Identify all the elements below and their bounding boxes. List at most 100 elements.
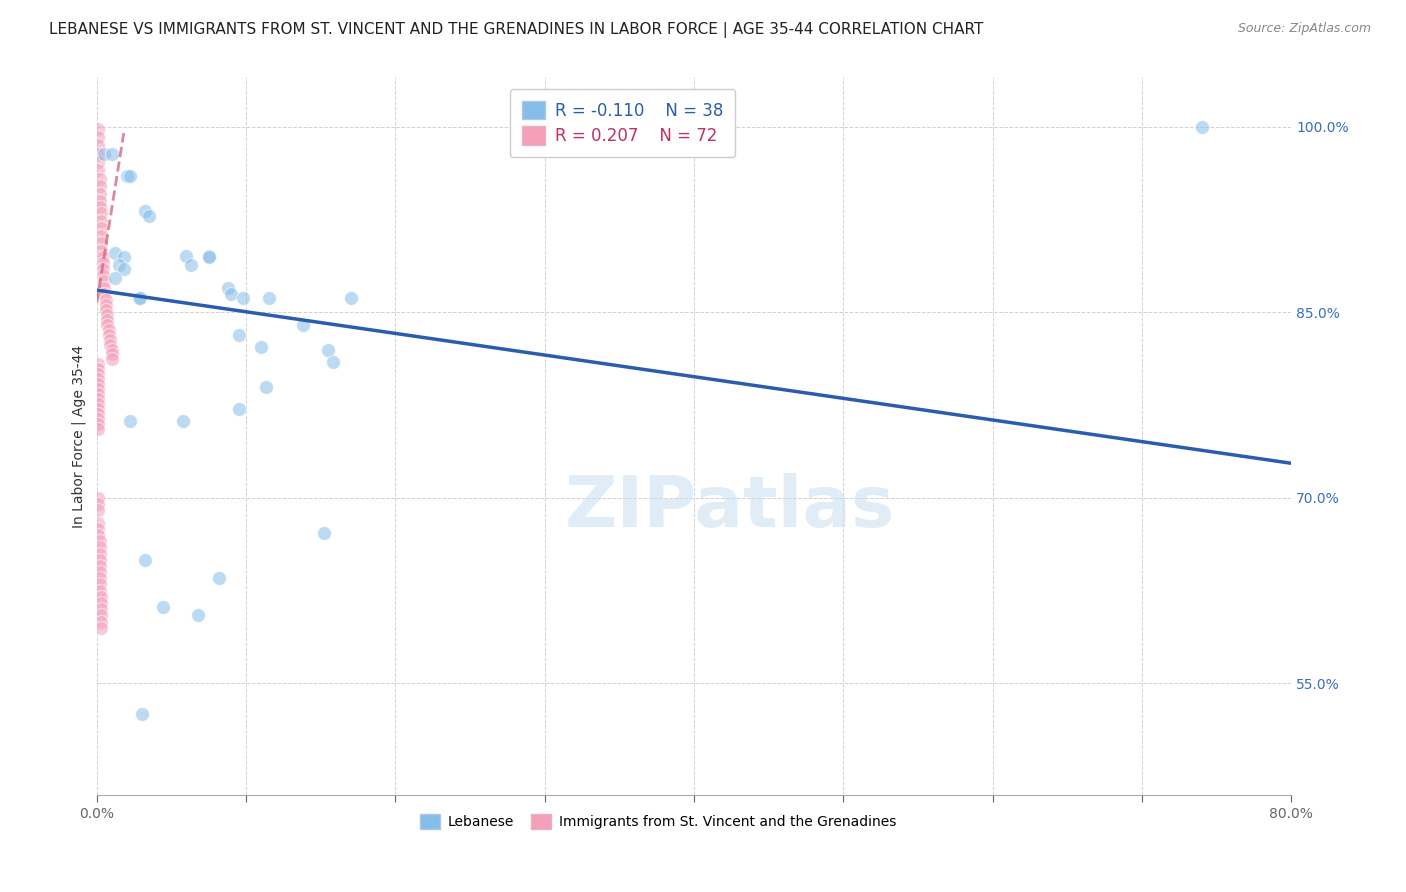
Point bbox=[232, 291, 254, 305]
Point bbox=[129, 291, 152, 305]
Point bbox=[93, 286, 115, 301]
Point bbox=[87, 497, 110, 511]
Point bbox=[118, 169, 141, 184]
Point bbox=[96, 318, 118, 332]
Point bbox=[93, 147, 115, 161]
Point bbox=[91, 250, 114, 264]
Point bbox=[90, 608, 112, 623]
Point bbox=[89, 179, 111, 194]
Point bbox=[90, 602, 112, 616]
Point bbox=[101, 352, 124, 367]
Point bbox=[90, 615, 112, 629]
Point bbox=[87, 411, 110, 425]
Point bbox=[228, 401, 250, 416]
Point bbox=[94, 293, 117, 307]
Point bbox=[97, 323, 120, 337]
Point bbox=[101, 347, 124, 361]
Point bbox=[87, 122, 110, 136]
Point bbox=[87, 397, 110, 411]
Point bbox=[87, 503, 110, 517]
Point bbox=[89, 200, 111, 214]
Point bbox=[87, 516, 110, 530]
Point bbox=[176, 248, 198, 262]
Legend: Lebanese, Immigrants from St. Vincent and the Grenadines: Lebanese, Immigrants from St. Vincent an… bbox=[415, 808, 901, 834]
Point bbox=[98, 337, 121, 351]
Point bbox=[172, 414, 194, 428]
Point bbox=[89, 565, 111, 579]
Point bbox=[339, 291, 361, 305]
Point bbox=[87, 382, 110, 396]
Point bbox=[87, 392, 110, 406]
Text: Source: ZipAtlas.com: Source: ZipAtlas.com bbox=[1237, 22, 1371, 36]
Point bbox=[131, 707, 153, 722]
Point bbox=[228, 327, 250, 342]
Point bbox=[89, 547, 111, 561]
Point bbox=[90, 221, 112, 235]
Point bbox=[250, 340, 273, 354]
Point bbox=[101, 147, 124, 161]
Point bbox=[98, 333, 121, 347]
Point bbox=[87, 387, 110, 401]
Point bbox=[198, 250, 221, 264]
Point bbox=[112, 262, 135, 277]
Point bbox=[217, 281, 239, 295]
Point bbox=[134, 204, 156, 219]
Point bbox=[90, 214, 112, 228]
Point bbox=[87, 147, 110, 161]
Point bbox=[91, 262, 114, 277]
Point bbox=[254, 379, 277, 393]
Point bbox=[93, 281, 115, 295]
Point bbox=[115, 169, 138, 184]
Point bbox=[108, 259, 131, 273]
Point bbox=[87, 138, 110, 153]
Point bbox=[90, 590, 112, 604]
Point bbox=[90, 206, 112, 220]
Point bbox=[312, 525, 335, 540]
Point bbox=[87, 417, 110, 431]
Point bbox=[138, 209, 160, 223]
Point bbox=[198, 248, 221, 262]
Point bbox=[90, 621, 112, 635]
Point bbox=[90, 236, 112, 251]
Point bbox=[97, 327, 120, 342]
Point bbox=[89, 534, 111, 549]
Point bbox=[152, 599, 174, 614]
Point bbox=[180, 259, 202, 273]
Point bbox=[128, 291, 150, 305]
Point bbox=[90, 244, 112, 258]
Point bbox=[87, 422, 110, 436]
Point bbox=[96, 313, 118, 327]
Y-axis label: In Labor Force | Age 35-44: In Labor Force | Age 35-44 bbox=[72, 344, 86, 528]
Point bbox=[316, 343, 339, 357]
Text: ZIPatlas: ZIPatlas bbox=[565, 474, 896, 542]
Point bbox=[89, 558, 111, 573]
Point bbox=[89, 186, 111, 201]
Point bbox=[87, 362, 110, 376]
Point bbox=[89, 571, 111, 585]
Point bbox=[291, 318, 314, 332]
Point bbox=[89, 583, 111, 598]
Point bbox=[87, 154, 110, 169]
Point bbox=[87, 129, 110, 144]
Point bbox=[87, 357, 110, 371]
Point bbox=[94, 298, 117, 312]
Point bbox=[87, 163, 110, 178]
Point bbox=[104, 246, 127, 260]
Point bbox=[90, 596, 112, 610]
Point bbox=[89, 553, 111, 567]
Point bbox=[93, 275, 115, 289]
Point bbox=[89, 171, 111, 186]
Point bbox=[87, 491, 110, 505]
Point bbox=[89, 541, 111, 555]
Point bbox=[91, 268, 114, 283]
Point bbox=[134, 553, 156, 567]
Point bbox=[208, 571, 231, 585]
Point bbox=[89, 194, 111, 208]
Point bbox=[94, 302, 117, 317]
Point bbox=[87, 522, 110, 536]
Point bbox=[87, 377, 110, 392]
Point bbox=[89, 577, 111, 591]
Point bbox=[87, 372, 110, 386]
Point bbox=[112, 250, 135, 264]
Point bbox=[187, 608, 209, 623]
